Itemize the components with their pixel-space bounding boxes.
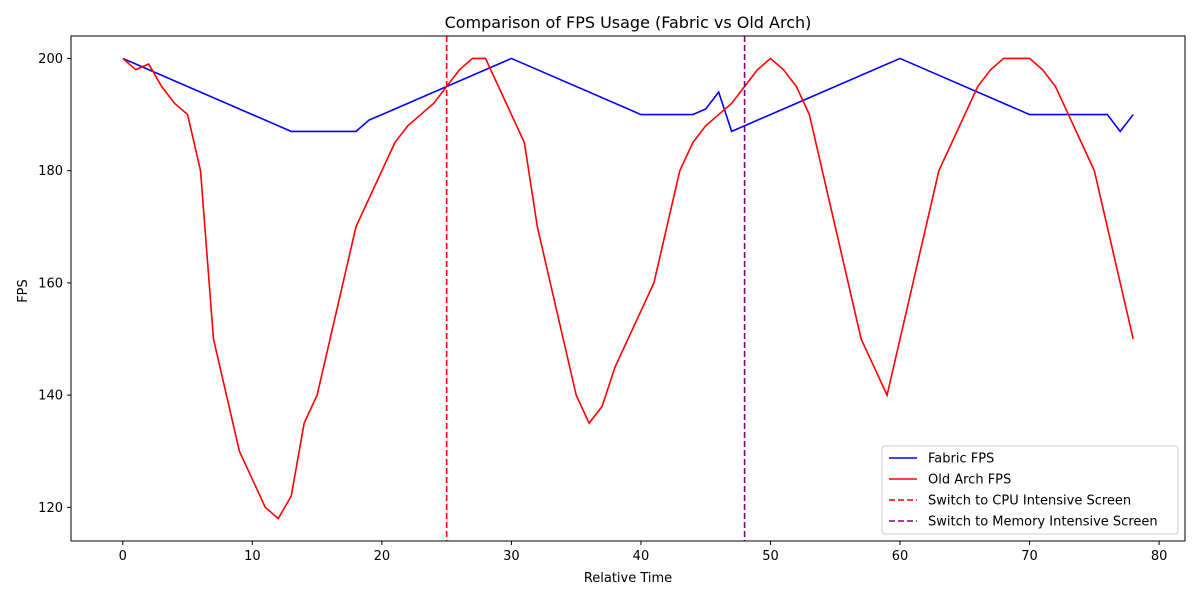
x-tick-label: 10	[244, 549, 261, 564]
y-tick-label: 120	[38, 501, 63, 516]
series-line-0	[122, 57, 1134, 133]
axis-ticks: 0 10 20 30 40 50 60 70 80 120 140 160 180 200	[38, 52, 1167, 564]
legend-label: Switch to CPU Intensive Screen	[928, 494, 1131, 509]
plot-area	[122, 36, 1134, 541]
x-axis-label: Relative Time	[584, 571, 672, 586]
series-line-1	[122, 57, 1134, 520]
x-tick-label: 30	[503, 549, 520, 564]
y-tick-label: 160	[38, 276, 63, 291]
chart-title: Comparison of FPS Usage (Fabric vs Old A…	[445, 13, 812, 32]
y-tick-label: 200	[38, 52, 63, 67]
y-tick-label: 180	[38, 164, 63, 179]
legend-label: Switch to Memory Intensive Screen	[928, 515, 1158, 530]
y-axis-label: FPS	[16, 279, 31, 303]
plot-frame	[70, 35, 1186, 542]
legend-label: Fabric FPS	[928, 452, 994, 467]
legend-label: Old Arch FPS	[928, 473, 1011, 488]
legend: Fabric FPS Old Arch FPS Switch to CPU Inte…	[881, 445, 1179, 535]
x-tick-label: 60	[892, 549, 909, 564]
x-tick-label: 80	[1151, 549, 1168, 564]
x-tick-label: 50	[762, 549, 779, 564]
x-tick-label: 20	[374, 549, 391, 564]
x-tick-label: 0	[119, 549, 127, 564]
x-tick-label: 70	[1021, 549, 1038, 564]
legend-box	[881, 445, 1179, 535]
x-tick-label: 40	[633, 549, 650, 564]
y-tick-label: 140	[38, 389, 63, 404]
